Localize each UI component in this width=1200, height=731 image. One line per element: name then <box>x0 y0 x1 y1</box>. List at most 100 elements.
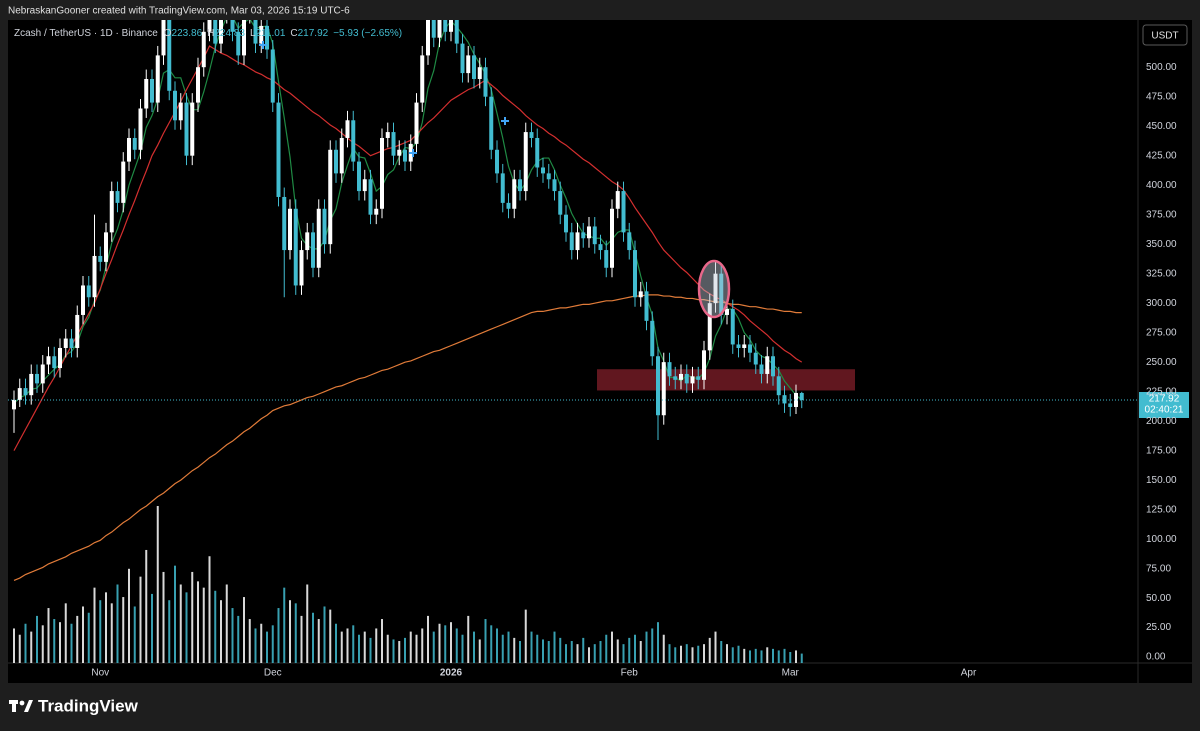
volume-bar <box>772 648 774 663</box>
brand-logo <box>9 700 33 712</box>
volume-bar <box>519 641 521 663</box>
candle-body <box>380 137 384 209</box>
volume-bar <box>800 653 803 663</box>
candle-body <box>305 232 310 251</box>
volume-bar <box>657 622 659 663</box>
currency-label[interactable]: USDT <box>1151 31 1178 42</box>
volume-bar <box>599 641 602 663</box>
volume-bar <box>392 639 395 663</box>
y-tick-label: 300.00 <box>1146 298 1177 309</box>
candle-body <box>771 356 775 377</box>
candle-body <box>650 320 655 357</box>
volume-bar <box>105 592 107 663</box>
x-tick-label: Mar <box>782 668 800 679</box>
volume-bar <box>346 628 349 663</box>
candle-body <box>259 25 264 44</box>
candle-body <box>374 208 379 215</box>
volume-bar <box>616 639 619 663</box>
volume-bar <box>116 584 119 663</box>
candle-body <box>541 167 545 174</box>
volume-bar <box>156 506 159 663</box>
candle-body <box>201 31 206 68</box>
y-tick-label: 450.00 <box>1146 121 1177 132</box>
volume-bar <box>317 619 320 663</box>
volume-bar <box>639 641 642 663</box>
candle-body <box>483 67 488 97</box>
volume-bar <box>760 650 763 663</box>
volume-bar <box>381 619 383 663</box>
volume-bar <box>231 608 234 663</box>
volume-bar <box>24 623 27 663</box>
candle-body <box>161 20 166 56</box>
candle-body <box>667 362 672 377</box>
volume-bar <box>645 631 648 663</box>
y-tick-label: 275.00 <box>1146 327 1177 338</box>
volume-bar <box>737 645 740 663</box>
candle-body <box>316 208 321 268</box>
candle-body <box>587 226 591 239</box>
candle-body <box>615 191 620 209</box>
candle-body <box>115 191 120 203</box>
moving-average-line <box>13 294 802 581</box>
candle-body <box>679 373 683 380</box>
volume-bar <box>64 603 67 663</box>
candle-body <box>477 67 482 79</box>
candle-body <box>558 191 563 215</box>
candle-body <box>518 179 522 192</box>
y-tick-label: 375.00 <box>1146 209 1177 220</box>
volume-bar <box>662 634 665 663</box>
symbol-title: Zcash / TetherUS · 1D · Binance <box>14 28 158 39</box>
plus-marker <box>409 149 417 157</box>
candle-body <box>466 55 471 74</box>
candle-body <box>535 137 540 168</box>
volume-bar <box>197 581 199 663</box>
candle-body <box>564 214 568 233</box>
attribution: NebraskanGooner created with TradingView… <box>8 6 350 17</box>
candle-body <box>759 364 764 374</box>
y-tick-label: 250.00 <box>1146 357 1177 368</box>
candle-body <box>684 373 689 384</box>
x-tick-label: Nov <box>91 668 109 679</box>
volume-bar <box>335 623 337 663</box>
volume-bar <box>294 603 297 663</box>
volume-bar <box>421 628 424 663</box>
y-tick-label: 475.00 <box>1146 91 1177 102</box>
plot-area <box>12 20 855 663</box>
volume-bar <box>795 650 797 663</box>
volume-bar <box>409 631 412 663</box>
volume-bar <box>386 634 389 663</box>
volume-bar <box>478 639 481 663</box>
volume-bar <box>208 556 211 663</box>
y-tick-label: 350.00 <box>1146 239 1177 250</box>
plus-marker <box>501 117 509 125</box>
volume-bar <box>329 609 332 663</box>
volume-bar <box>162 571 165 663</box>
candle-body <box>420 55 425 103</box>
volume-bar <box>674 647 677 663</box>
x-tick-label: Apr <box>961 668 977 679</box>
candle-body <box>104 232 108 262</box>
volume-bar <box>254 628 257 663</box>
y-tick-label: 425.00 <box>1146 150 1177 161</box>
candle-body <box>529 132 534 138</box>
currency-button[interactable] <box>1142 24 1188 46</box>
candle-body <box>311 232 315 268</box>
candle-body <box>523 132 528 192</box>
candle-body <box>702 350 706 380</box>
volume-bar <box>691 647 694 663</box>
volume-bar <box>484 619 487 663</box>
price-tag-value: 217.92 <box>1149 394 1180 405</box>
volume-bar <box>352 625 355 663</box>
volume-bar <box>369 637 372 663</box>
volume-bar <box>415 634 418 663</box>
volume-bar <box>467 615 470 663</box>
candle-body <box>150 78 154 103</box>
volume-bar <box>432 631 435 663</box>
volume-bar <box>237 615 240 663</box>
candle-body <box>673 376 678 380</box>
y-tick-label: 0.00 <box>1146 652 1166 663</box>
volume-bar <box>36 615 38 663</box>
candle-body <box>334 149 338 174</box>
candle-body <box>357 161 361 192</box>
candle-body <box>633 250 637 298</box>
